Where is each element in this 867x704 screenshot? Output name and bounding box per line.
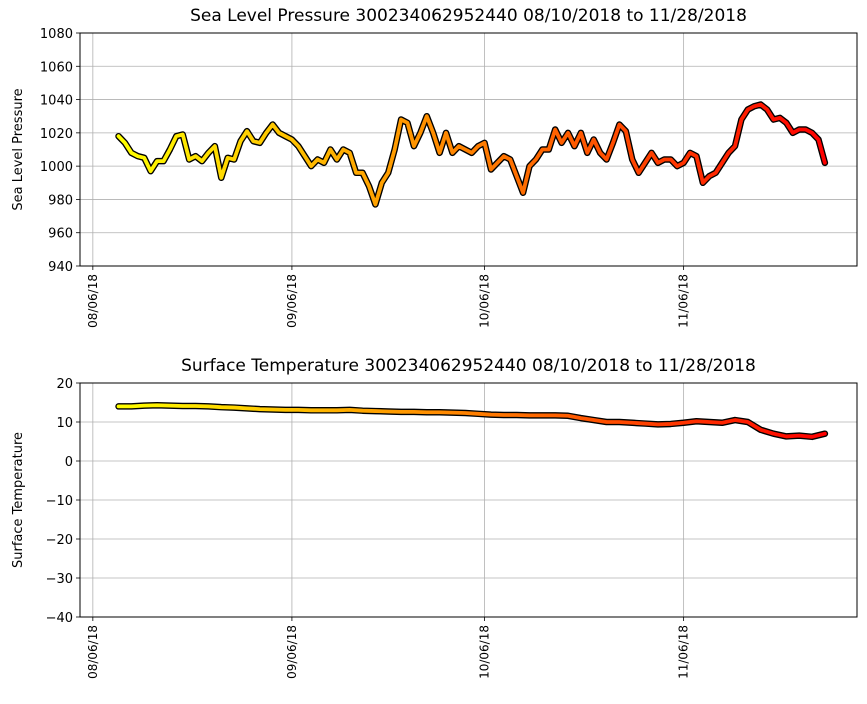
y-tick-label: −20 <box>46 533 73 548</box>
y-tick-label: 10 <box>56 416 73 431</box>
y-tick-label: 1020 <box>40 127 73 142</box>
y-tick-label: 960 <box>48 227 73 242</box>
x-tick-label: 09/06/18 <box>285 625 299 679</box>
y-tick-label: 1040 <box>40 94 73 109</box>
y-tick-label: 1080 <box>40 27 73 42</box>
series-line <box>116 403 827 439</box>
y-tick-label: −40 <box>46 611 73 626</box>
y-axis-label: Sea Level Pressure <box>11 88 26 210</box>
x-tick-label: 10/06/18 <box>478 625 492 679</box>
y-tick-label: 1060 <box>40 60 73 75</box>
x-tick-label: 11/06/18 <box>677 625 691 679</box>
y-tick-label: 940 <box>48 260 73 275</box>
y-tick-label: 1000 <box>40 160 73 175</box>
x-tick-label: 10/06/18 <box>478 274 492 328</box>
x-tick-label: 11/06/18 <box>677 274 691 328</box>
axes-frame <box>79 32 858 267</box>
x-tick-label: 08/06/18 <box>86 274 100 328</box>
x-tick-label: 09/06/18 <box>285 274 299 328</box>
y-tick-label: 980 <box>48 193 73 208</box>
series-line <box>116 102 827 207</box>
y-tick-label: 0 <box>65 455 73 470</box>
y-axis-label: Surface Temperature <box>11 432 26 568</box>
axes-frame <box>79 382 858 618</box>
chart-title: Sea Level Pressure 300234062952440 08/10… <box>190 6 747 26</box>
y-tick-label: −30 <box>46 572 73 587</box>
y-tick-label: 20 <box>56 377 73 392</box>
y-tick-label: −10 <box>46 494 73 509</box>
chart-title: Surface Temperature 300234062952440 08/1… <box>181 356 756 376</box>
x-tick-label: 08/06/18 <box>86 625 100 679</box>
